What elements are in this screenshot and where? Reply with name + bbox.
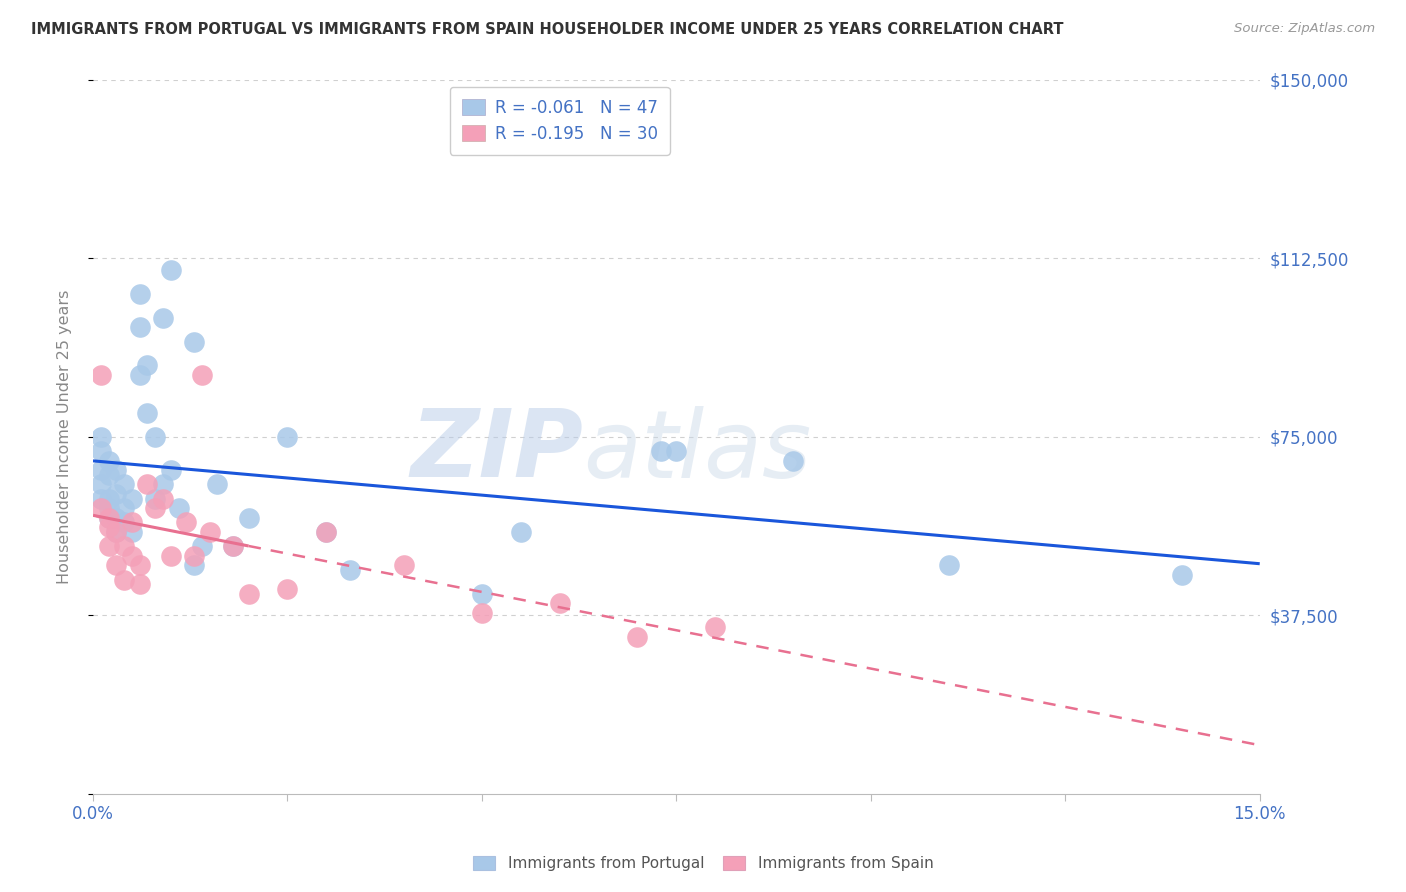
Point [90,463,112,477]
Legend: Immigrants from Portugal, Immigrants from Spain: Immigrants from Portugal, Immigrants fro… [467,850,939,877]
Point [152,491,174,506]
Point [112,501,135,516]
Point [548,596,571,610]
Point [207,477,229,491]
Point [392,558,415,573]
Point [128,577,150,591]
Point [97,467,120,482]
Point [315,524,337,539]
Text: atlas: atlas [583,406,811,497]
Point [471,606,494,620]
Point [121,491,143,506]
Point [97,510,120,524]
Point [105,510,128,524]
Point [90,491,112,506]
Point [167,501,190,516]
Y-axis label: Householder Income Under 25 years: Householder Income Under 25 years [58,290,72,584]
Point [105,524,128,539]
Text: ZIP: ZIP [411,405,583,497]
Point [105,487,128,501]
Point [509,524,531,539]
Point [90,444,112,458]
Point [191,368,214,382]
Point [90,430,112,444]
Point [152,477,174,491]
Point [159,549,181,563]
Point [143,501,166,516]
Point [222,539,245,553]
Point [97,520,120,534]
Point [97,501,120,516]
Point [112,516,135,530]
Point [97,510,120,524]
Point [191,539,214,553]
Point [471,587,494,601]
Point [90,368,112,382]
Point [222,539,245,553]
Point [97,453,120,467]
Point [105,524,128,539]
Point [128,287,150,301]
Point [152,310,174,325]
Point [112,477,135,491]
Point [97,539,120,553]
Point [704,620,727,634]
Point [121,549,143,563]
Text: IMMIGRANTS FROM PORTUGAL VS IMMIGRANTS FROM SPAIN HOUSEHOLDER INCOME UNDER 25 YE: IMMIGRANTS FROM PORTUGAL VS IMMIGRANTS F… [31,22,1063,37]
Point [650,444,672,458]
Point [105,558,128,573]
Point [143,430,166,444]
Point [159,263,181,277]
Point [276,430,298,444]
Point [238,510,260,524]
Point [938,558,960,573]
Point [176,516,198,530]
Point [121,524,143,539]
Point [97,491,120,506]
Point [128,320,150,334]
Point [121,516,143,530]
Point [136,406,159,420]
Point [1171,567,1194,582]
Point [315,524,337,539]
Text: Source: ZipAtlas.com: Source: ZipAtlas.com [1234,22,1375,36]
Point [626,630,648,644]
Point [183,549,205,563]
Point [159,463,181,477]
Point [276,582,298,596]
Point [112,539,135,553]
Point [90,477,112,491]
Point [128,368,150,382]
Point [782,453,804,467]
Point [143,491,166,506]
Point [90,501,112,516]
Point [183,334,205,349]
Point [339,563,361,577]
Point [128,558,150,573]
Point [136,477,159,491]
Point [238,587,260,601]
Point [198,524,221,539]
Point [665,444,688,458]
Point [183,558,205,573]
Point [136,359,159,373]
Point [112,573,135,587]
Point [105,463,128,477]
Legend: R = -0.061   N = 47, R = -0.195   N = 30: R = -0.061 N = 47, R = -0.195 N = 30 [450,87,669,155]
